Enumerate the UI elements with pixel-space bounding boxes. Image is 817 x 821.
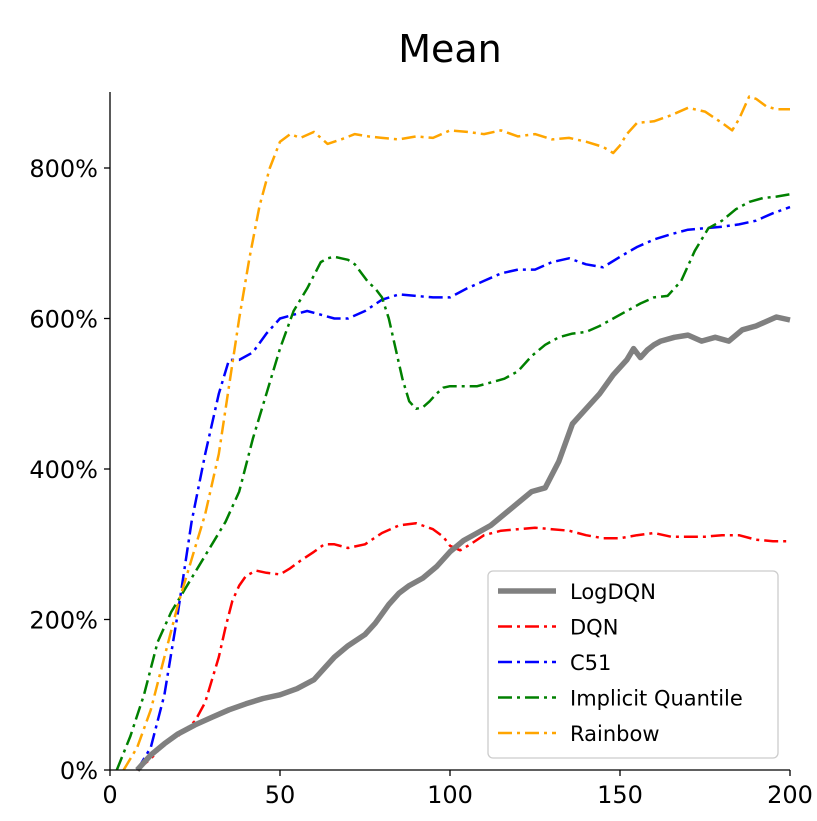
legend-label: DQN — [570, 616, 618, 640]
legend-label: LogDQN — [570, 580, 656, 604]
y-tick-label: 400% — [29, 456, 98, 484]
series-line-logdqn — [135, 314, 791, 772]
y-tick-label: 0% — [60, 757, 98, 785]
series-line-dqn — [136, 521, 790, 771]
series-line-implicit-quantile — [115, 193, 791, 771]
series-line-c51 — [136, 205, 791, 771]
x-tick-label: 0 — [102, 781, 117, 809]
x-tick-label: 50 — [265, 781, 296, 809]
x-tick-label: 150 — [597, 781, 643, 809]
legend-label: C51 — [570, 651, 611, 675]
legend-label: Rainbow — [570, 722, 660, 746]
y-tick-label: 600% — [29, 306, 98, 334]
chart-title: Mean — [398, 27, 502, 71]
ticks: 0 50 100 150 200 0% 200% 400% 600% 800% — [29, 155, 813, 809]
x-tick-label: 200 — [767, 781, 813, 809]
x-tick-label: 100 — [427, 781, 473, 809]
plot-area — [115, 95, 791, 772]
legend-label: Implicit Quantile — [570, 687, 743, 711]
y-tick-label: 800% — [29, 155, 98, 183]
legend: LogDQN DQN C51 Implicit Quantile Rainbow — [487, 570, 779, 759]
legend-box — [487, 570, 779, 759]
y-tick-label: 200% — [29, 607, 98, 635]
